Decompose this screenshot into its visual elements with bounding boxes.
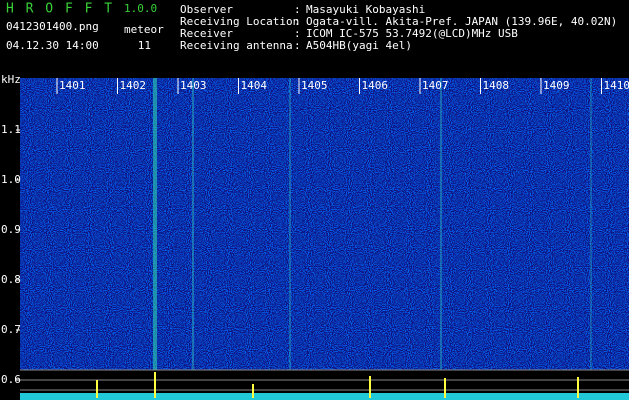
freq-label: 0.6 xyxy=(1,373,21,386)
streak xyxy=(289,78,291,370)
file-name: 0412301400.png xyxy=(6,20,99,33)
time-label: 1401 xyxy=(59,79,86,92)
time-label: 1406 xyxy=(362,79,389,92)
streak xyxy=(590,78,592,370)
info-label: Observer xyxy=(180,3,233,16)
time-label: 1410 xyxy=(604,79,629,92)
meteor-streaks xyxy=(153,78,592,370)
freq-label: 0.8 xyxy=(1,273,21,286)
time-axis: 1401 1402 1403 1404 1405 1406 1407 1408 1409 1410 xyxy=(56,78,629,94)
time-label: 1404 xyxy=(241,79,268,92)
info-label: Receiving Location xyxy=(180,15,299,28)
info-separator: : xyxy=(294,3,301,16)
station-info: Observer: Masayuki Kobayashi Receiving Loc… xyxy=(180,3,617,52)
time-label: 1405 xyxy=(301,79,328,92)
freq-axis: 1.1 1.0 0.9 0.8 0.7 0.6 xyxy=(1,123,21,386)
info-label: Receiver xyxy=(180,27,233,40)
time-label: 1403 xyxy=(180,79,207,92)
time-label: 1408 xyxy=(483,79,510,92)
time-label: 1409 xyxy=(543,79,570,92)
app-version: 1.0.0 xyxy=(124,2,157,15)
info-separator: : xyxy=(294,15,301,28)
time-label: 1407 xyxy=(422,79,449,92)
info-value: ICOM IC-575 53.7492(@LCD)MHz USB xyxy=(306,27,518,40)
streak xyxy=(440,78,442,370)
info-value: A504HB(yagi 4el) xyxy=(306,39,412,52)
streak xyxy=(192,78,194,370)
info-separator: : xyxy=(294,27,301,40)
amplitude-baseline xyxy=(20,393,629,400)
info-value: Ogata-vill. Akita-Pref. JAPAN (139.96E, … xyxy=(306,15,617,28)
meteor-label: meteor xyxy=(124,23,164,36)
info-label: Receiving antenna xyxy=(180,39,293,52)
datetime: 04.12.30 14:00 xyxy=(6,39,99,52)
streak xyxy=(153,78,157,370)
freq-label: 0.7 xyxy=(1,323,21,336)
freq-label: 0.9 xyxy=(1,223,21,236)
app-name: H R O F F T xyxy=(6,2,114,17)
meteor-count: 11 xyxy=(138,39,151,52)
freq-label: 1.1 xyxy=(1,123,21,136)
time-label: 1402 xyxy=(120,79,147,92)
info-value: Masayuki Kobayashi xyxy=(306,3,425,16)
freq-label: 1.0 xyxy=(1,173,21,186)
info-separator: : xyxy=(294,39,301,52)
spectrogram-noise xyxy=(20,78,629,370)
freq-unit: kHz xyxy=(1,73,21,86)
meteor-spikes xyxy=(96,372,579,398)
